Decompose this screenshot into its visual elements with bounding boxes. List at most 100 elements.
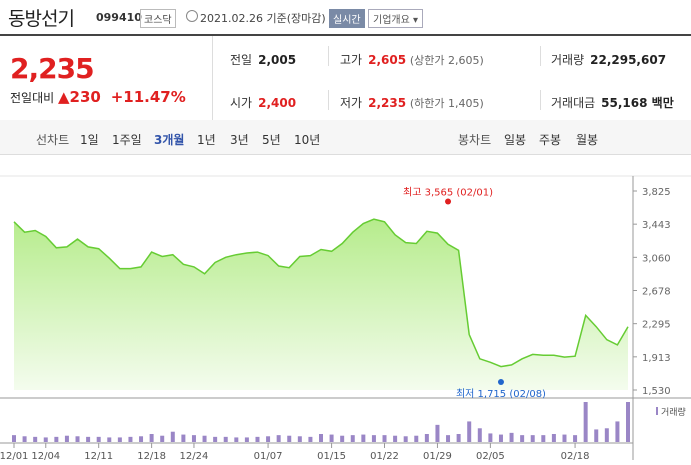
divider	[328, 90, 329, 110]
realtime-button[interactable]: 실시간	[329, 9, 365, 28]
volume-bar	[244, 437, 249, 442]
volume-bar	[573, 435, 578, 442]
volume-cell: 거래량 22,295,607	[551, 51, 666, 68]
volume-bar	[107, 437, 112, 442]
price-chart: 3,825 3,443 3,060 2,678 2,295 1,913 1,530 최고 3,…	[0, 175, 691, 462]
volume-label: 거래량	[551, 53, 585, 67]
change-label: 전일대비	[10, 91, 55, 105]
volume-bar	[456, 434, 461, 442]
volume-bar	[541, 435, 546, 442]
stock-name: 동방선기	[8, 8, 75, 30]
divider	[540, 90, 541, 110]
volume-bar	[498, 434, 503, 442]
volume-bar	[594, 429, 599, 442]
volume-bar	[562, 434, 567, 442]
open-cell: 시가 2,400	[230, 94, 296, 111]
volume-bar	[583, 402, 588, 442]
volume-bar	[86, 436, 91, 442]
tab-3y[interactable]: 3년	[230, 133, 249, 147]
volume-bar	[266, 436, 271, 442]
volume-bar	[615, 421, 620, 442]
volume-bar	[223, 436, 228, 442]
high-cell: 고가 2,605 (상한가 2,605)	[340, 51, 484, 68]
volume-bar	[604, 428, 609, 442]
quote-panel: 2,235 전일대비 ▲230 +11.47% 전일 2,005 고가 2,605 …	[0, 36, 691, 121]
tab-1w[interactable]: 1주일	[112, 133, 142, 147]
open-label: 시가	[230, 96, 253, 110]
x-tick-label: 12/11	[84, 451, 113, 462]
volume-bar	[435, 424, 440, 442]
tab-monthly[interactable]: 월봉	[576, 133, 599, 147]
low-marker	[497, 378, 504, 385]
volume-bar	[530, 435, 535, 442]
divider	[328, 46, 329, 66]
price-area	[14, 219, 628, 390]
market-badge: 코스닥	[140, 9, 176, 28]
prev-close-cell: 전일 2,005	[230, 51, 296, 68]
tab-weekly[interactable]: 주봉	[539, 133, 562, 147]
volume-bar	[520, 435, 525, 442]
volume-bar	[361, 434, 366, 442]
volume-bar	[160, 435, 165, 442]
open-value: 2,400	[258, 96, 297, 110]
x-tick-label: 01/07	[254, 451, 283, 462]
tab-daily[interactable]: 일봉	[504, 133, 527, 147]
stock-code: 099410	[96, 11, 142, 24]
change-value: 230	[69, 88, 101, 106]
low-cell: 저가 2,235 (하한가 1,405)	[340, 94, 484, 111]
volume-bar	[403, 436, 408, 442]
volume-bar	[467, 421, 472, 442]
tab-3m[interactable]: 3개월	[154, 133, 185, 147]
tab-10y[interactable]: 10년	[294, 133, 321, 147]
volume-bar	[329, 434, 334, 442]
clock-icon	[186, 10, 198, 22]
x-tick-label: 01/29	[423, 451, 452, 462]
y-tick-label: 2,678	[642, 287, 671, 298]
low-annotation: 최저 1,715 (02/08)	[456, 388, 546, 400]
volume-bar	[340, 435, 345, 442]
tab-1y[interactable]: 1년	[197, 133, 216, 147]
y-tick-label: 3,825	[642, 187, 671, 198]
high-value: 2,605	[368, 53, 407, 67]
prev-close-value: 2,005	[258, 53, 297, 67]
y-tick-label: 2,295	[642, 320, 671, 331]
x-tick-label: 01/15	[317, 451, 346, 462]
volume-bar	[477, 428, 482, 442]
volume-bar	[308, 436, 313, 442]
volume-legend-label: 거래량	[661, 406, 686, 418]
amount-value: 55,168 백만	[601, 96, 674, 110]
volume-bar	[446, 435, 451, 442]
volume-bar	[382, 435, 387, 442]
upper-limit: (상한가 2,605)	[409, 54, 484, 67]
volume-bar	[213, 436, 218, 442]
up-arrow-icon: ▲	[58, 88, 70, 106]
candle-chart-label: 봉차트	[458, 133, 492, 147]
change-row: 전일대비 ▲230 +11.47%	[10, 88, 186, 106]
volume-bar	[181, 434, 186, 442]
y-tick-label: 1,913	[642, 353, 671, 364]
line-chart-label: 선차트	[36, 133, 70, 147]
tab-5y[interactable]: 5년	[262, 133, 281, 147]
amount-cell: 거래대금 55,168 백만	[551, 94, 674, 111]
volume-bar	[202, 435, 207, 442]
volume-value: 22,295,607	[590, 53, 667, 67]
company-info-dropdown[interactable]: 기업개요 ▾	[368, 9, 423, 28]
tab-1d[interactable]: 1일	[80, 133, 99, 147]
volume-bar	[297, 436, 302, 442]
volume-bar	[191, 435, 196, 442]
x-tick-label: 02/05	[476, 451, 505, 462]
prev-close-label: 전일	[230, 53, 253, 67]
high-marker	[445, 198, 452, 205]
divider	[540, 46, 541, 66]
volume-bar	[255, 436, 260, 442]
header-divider	[0, 34, 691, 36]
high-label: 고가	[340, 53, 363, 67]
volume-bar	[43, 437, 48, 442]
current-price: 2,235	[10, 52, 95, 85]
volume-bar	[414, 435, 419, 442]
volume-bar	[149, 434, 154, 442]
volume-bar	[117, 437, 122, 442]
x-tick-label: 01/22	[370, 451, 399, 462]
volume-bar	[64, 435, 69, 442]
x-tick-label: 02/18	[561, 451, 590, 462]
